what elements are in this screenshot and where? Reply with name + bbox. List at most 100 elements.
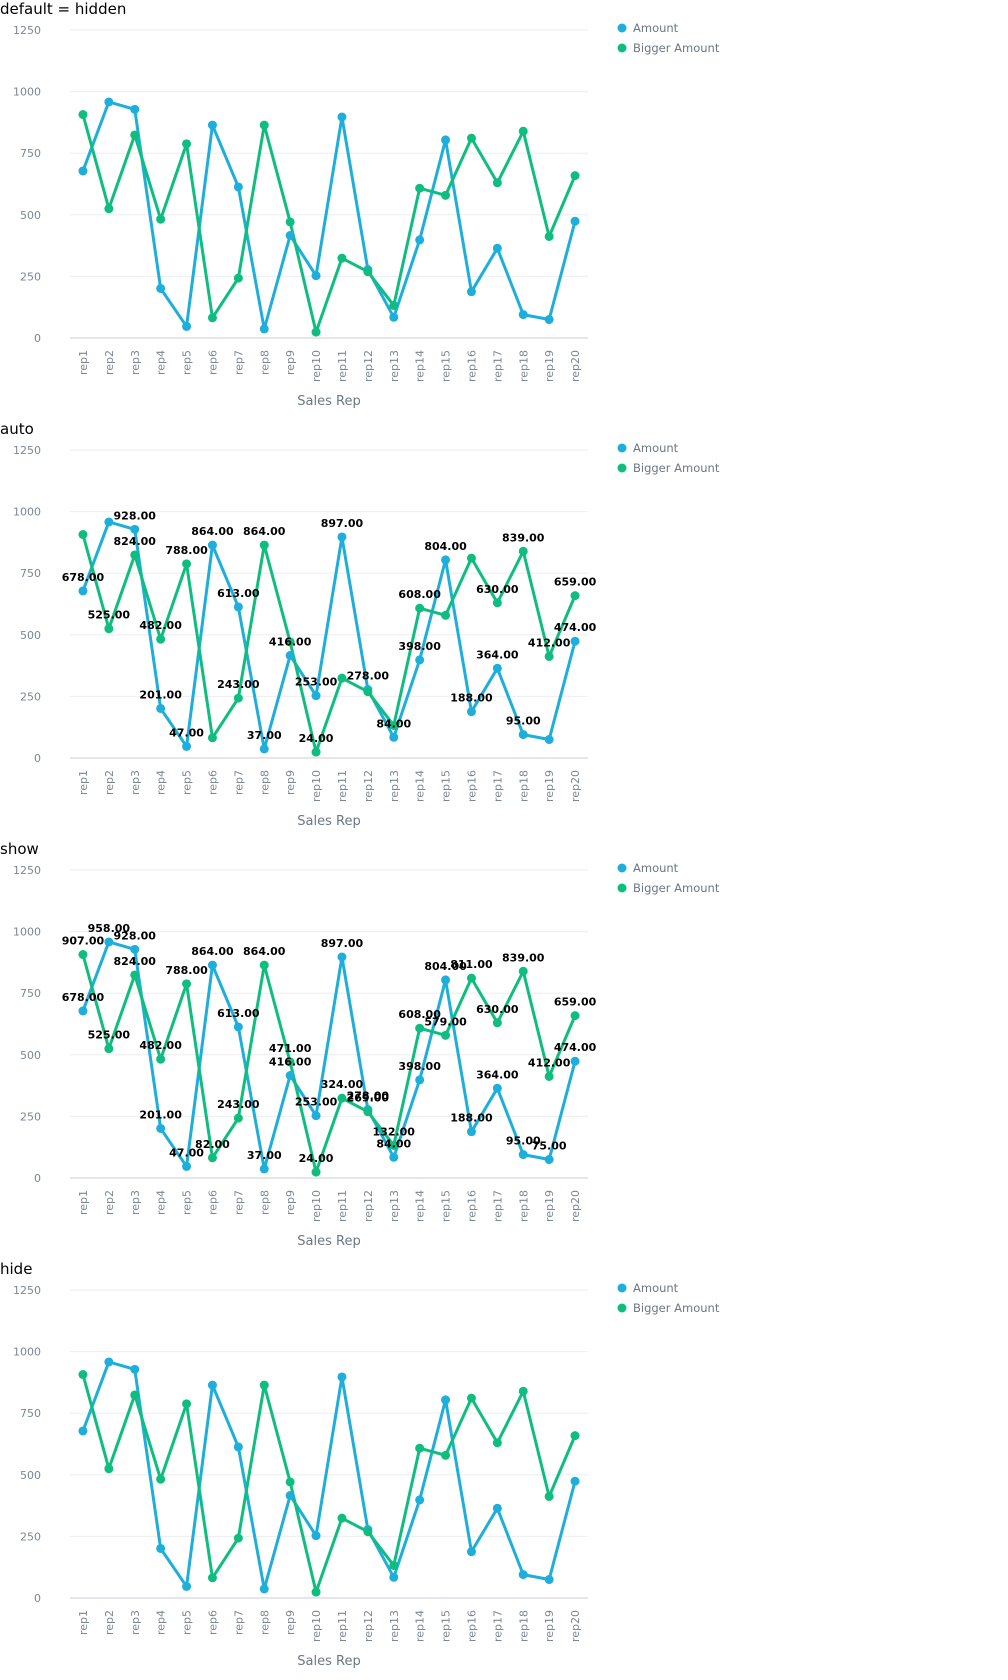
data-point[interactable]	[130, 104, 140, 114]
data-point[interactable]	[492, 178, 502, 188]
legend-marker[interactable]	[617, 463, 627, 473]
data-point[interactable]	[78, 1370, 88, 1380]
legend-label[interactable]: Amount	[633, 861, 679, 875]
data-point[interactable]	[156, 634, 166, 644]
data-point[interactable]	[156, 1543, 166, 1553]
data-point[interactable]	[570, 171, 580, 181]
data-point[interactable]	[130, 550, 140, 560]
data-point[interactable]	[415, 183, 425, 193]
data-point[interactable]	[156, 283, 166, 293]
data-point[interactable]	[182, 1399, 192, 1409]
legend-label[interactable]: Bigger Amount	[633, 881, 720, 895]
data-point[interactable]	[337, 1513, 347, 1523]
data-point[interactable]	[441, 1395, 451, 1405]
data-point[interactable]	[570, 591, 580, 601]
legend-marker[interactable]	[617, 23, 627, 33]
data-point[interactable]	[156, 1123, 166, 1133]
data-point[interactable]	[285, 1070, 295, 1080]
data-point[interactable]	[415, 1023, 425, 1033]
data-point[interactable]	[130, 1364, 140, 1374]
data-point[interactable]	[285, 1477, 295, 1487]
data-point[interactable]	[78, 1006, 88, 1016]
data-point[interactable]	[492, 1438, 502, 1448]
data-point[interactable]	[363, 1107, 373, 1117]
data-point[interactable]	[466, 1393, 476, 1403]
data-point[interactable]	[233, 1022, 243, 1032]
data-point[interactable]	[389, 300, 399, 310]
data-point[interactable]	[311, 1531, 321, 1541]
data-point[interactable]	[466, 287, 476, 297]
data-point[interactable]	[104, 1357, 114, 1367]
data-point[interactable]	[441, 975, 451, 985]
data-point[interactable]	[104, 937, 114, 947]
data-point[interactable]	[337, 112, 347, 122]
data-point[interactable]	[466, 1127, 476, 1137]
data-point[interactable]	[337, 253, 347, 263]
data-point[interactable]	[337, 1372, 347, 1382]
data-point[interactable]	[363, 1527, 373, 1537]
data-point[interactable]	[415, 1443, 425, 1453]
data-point[interactable]	[156, 214, 166, 224]
data-point[interactable]	[311, 747, 321, 757]
data-point[interactable]	[466, 707, 476, 717]
data-point[interactable]	[544, 1575, 554, 1585]
legend-marker[interactable]	[617, 43, 627, 53]
legend-label[interactable]: Bigger Amount	[633, 461, 720, 475]
data-point[interactable]	[337, 1093, 347, 1103]
data-point[interactable]	[518, 1570, 528, 1580]
data-point[interactable]	[259, 1164, 269, 1174]
data-point[interactable]	[207, 120, 217, 130]
data-point[interactable]	[78, 166, 88, 176]
data-point[interactable]	[441, 190, 451, 200]
data-point[interactable]	[130, 970, 140, 980]
data-point[interactable]	[570, 1431, 580, 1441]
data-point[interactable]	[363, 687, 373, 697]
data-point[interactable]	[285, 650, 295, 660]
data-point[interactable]	[207, 1153, 217, 1163]
data-point[interactable]	[104, 517, 114, 527]
legend-marker[interactable]	[617, 1283, 627, 1293]
data-point[interactable]	[570, 636, 580, 646]
data-point[interactable]	[311, 1167, 321, 1177]
data-point[interactable]	[156, 703, 166, 713]
data-point[interactable]	[259, 120, 269, 130]
data-point[interactable]	[415, 235, 425, 245]
data-point[interactable]	[259, 1380, 269, 1390]
data-point[interactable]	[104, 97, 114, 107]
data-point[interactable]	[389, 732, 399, 742]
data-point[interactable]	[156, 1474, 166, 1484]
data-point[interactable]	[311, 1111, 321, 1121]
data-point[interactable]	[207, 733, 217, 743]
data-point[interactable]	[570, 1476, 580, 1486]
data-point[interactable]	[544, 315, 554, 325]
data-point[interactable]	[466, 133, 476, 143]
data-point[interactable]	[466, 973, 476, 983]
data-point[interactable]	[518, 310, 528, 320]
data-point[interactable]	[233, 182, 243, 192]
legend-label[interactable]: Bigger Amount	[633, 1301, 720, 1315]
data-point[interactable]	[233, 602, 243, 612]
data-point[interactable]	[182, 1161, 192, 1171]
legend-label[interactable]: Amount	[633, 441, 679, 455]
data-point[interactable]	[156, 1054, 166, 1064]
data-point[interactable]	[570, 1011, 580, 1021]
data-point[interactable]	[415, 1495, 425, 1505]
data-point[interactable]	[104, 624, 114, 634]
data-point[interactable]	[389, 720, 399, 730]
data-point[interactable]	[311, 1587, 321, 1597]
data-point[interactable]	[415, 603, 425, 613]
data-point[interactable]	[389, 1572, 399, 1582]
data-point[interactable]	[182, 139, 192, 149]
legend-marker[interactable]	[617, 863, 627, 873]
data-point[interactable]	[337, 952, 347, 962]
data-point[interactable]	[233, 1442, 243, 1452]
data-point[interactable]	[182, 1581, 192, 1591]
data-point[interactable]	[182, 741, 192, 751]
data-point[interactable]	[259, 960, 269, 970]
data-point[interactable]	[182, 321, 192, 331]
data-point[interactable]	[130, 1390, 140, 1400]
data-point[interactable]	[259, 1584, 269, 1594]
data-point[interactable]	[441, 135, 451, 145]
data-point[interactable]	[389, 1140, 399, 1150]
data-point[interactable]	[492, 243, 502, 253]
